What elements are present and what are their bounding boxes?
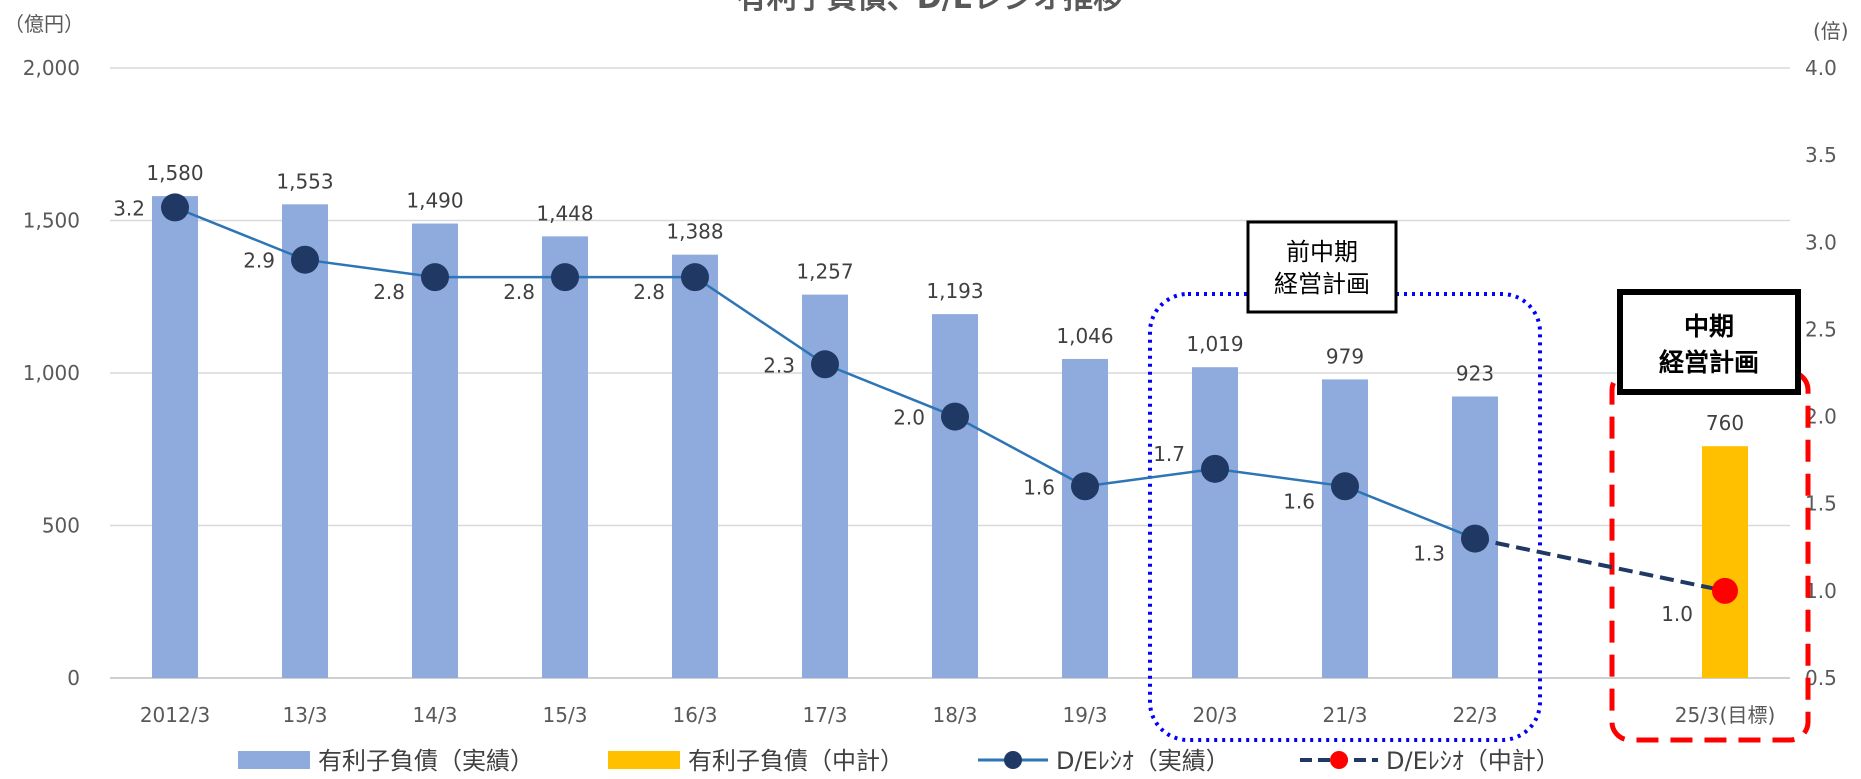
left-tick-label: 1,000 [23, 361, 80, 385]
ratio-value-label: 2.3 [763, 353, 795, 377]
legend-label: 有利子負債（中計） [688, 747, 904, 775]
ratio-value-label: 2.8 [373, 280, 405, 304]
ratio-point-actual [1201, 454, 1229, 483]
ratio-value-label: 1.6 [1283, 489, 1315, 513]
ratio-point-actual [161, 193, 189, 222]
bar [932, 314, 978, 678]
ratio-point-actual [291, 245, 319, 274]
current-plan-label: 中期 [1684, 312, 1734, 341]
legend: 有利子負債（実績） 有利子負債（中計） D/Eﾚｼｵ（実績） D/Eﾚｼｵ（中計） [238, 747, 1560, 775]
left-tick-label: 1,500 [23, 209, 80, 233]
bar-value-label: 1,448 [536, 201, 593, 225]
x-tick-label: 21/3 [1323, 703, 1368, 727]
x-tick-label: 17/3 [803, 703, 848, 727]
ratio-value-label: 1.6 [1023, 475, 1055, 499]
ratio-value-label: 3.2 [113, 196, 145, 220]
bar-value-label: 1,553 [276, 169, 333, 193]
ratio-labels: 3.2 2.9 2.8 2.8 2.8 2.3 2.0 1.6 1.7 1.6 1.3 1.0 [113, 196, 1693, 625]
ratio-value-label: 2.9 [243, 249, 275, 273]
x-tick-label: 25/3(目標) [1675, 703, 1776, 727]
ratio-points [161, 193, 1738, 604]
bar [1062, 358, 1108, 678]
x-tick-label: 16/3 [673, 703, 718, 727]
bar [672, 254, 718, 678]
bar [412, 223, 458, 679]
ratio-point-plan [1712, 577, 1738, 604]
ratio-value-label: 2.8 [503, 280, 535, 304]
ratio-value-label: 1.3 [1413, 542, 1445, 566]
x-tick-label: 20/3 [1193, 703, 1238, 727]
right-tick-label: 2.5 [1805, 317, 1837, 341]
current-plan-label-box [1617, 289, 1801, 395]
ratio-point-actual [681, 263, 709, 292]
right-tick-label: 3.0 [1805, 230, 1837, 254]
ratio-value-label: 1.7 [1153, 442, 1185, 466]
ratio-point-actual [421, 263, 449, 292]
legend-swatch [1330, 751, 1348, 769]
bar-value-label: 979 [1326, 344, 1364, 368]
bar-value-label: 1,193 [926, 279, 983, 303]
bar [1192, 367, 1238, 678]
previous-plan-box [1148, 292, 1542, 742]
chart-title: 有利子負債、D/Eレシオ推移 [737, 0, 1123, 16]
left-axis-unit: （億円） [4, 12, 84, 36]
previous-plan-label-box [1246, 220, 1398, 314]
x-tick-label: 22/3 [1453, 703, 1498, 727]
x-axis-ticks: 2012/3 13/3 14/3 15/3 16/3 17/3 18/3 19/3 20/3 21… [140, 703, 1775, 727]
ratio-point-actual [551, 263, 579, 292]
ratio-value-label: 2.8 [633, 280, 665, 304]
ratio-point-actual [1071, 472, 1099, 501]
bar-value-label: 1,388 [666, 220, 723, 244]
right-axis-unit: (倍) [1813, 19, 1849, 43]
bar-value-label: 1,490 [406, 189, 463, 213]
bar-value-label: 1,019 [1186, 332, 1243, 356]
legend-label: 有利子負債（実績） [318, 747, 534, 775]
bars [152, 196, 1748, 679]
legend-swatch [1004, 751, 1022, 769]
bar-value-label: 760 [1706, 411, 1744, 435]
previous-plan-label: 経営計画 [1274, 270, 1370, 298]
bar-value-label: 1,257 [796, 260, 853, 284]
bar-value-label: 1,046 [1056, 324, 1113, 348]
left-tick-label: 0 [67, 666, 80, 690]
bar [542, 236, 588, 679]
x-tick-label: 14/3 [413, 703, 458, 727]
bar [152, 196, 198, 678]
left-tick-label: 2,000 [23, 56, 80, 80]
bar-value-label: 1,580 [146, 161, 203, 185]
previous-plan-label: 前中期 [1286, 238, 1358, 266]
x-tick-label: 18/3 [933, 703, 978, 727]
legend-label: D/Eﾚｼｵ（中計） [1386, 747, 1560, 775]
current-plan-label: 経営計画 [1659, 348, 1759, 377]
legend-swatch [608, 751, 680, 769]
legend-swatch [238, 751, 310, 769]
bar [1702, 446, 1748, 678]
ratio-point-actual [1331, 472, 1359, 501]
ratio-value-label: 1.0 [1661, 602, 1693, 626]
x-tick-label: 2012/3 [140, 703, 210, 727]
x-tick-label: 19/3 [1063, 703, 1108, 727]
x-tick-label: 13/3 [283, 703, 328, 727]
bar-value-label: 923 [1456, 361, 1494, 385]
ratio-point-actual [941, 402, 969, 431]
legend-label: D/Eﾚｼｵ（実績） [1056, 747, 1230, 775]
bar [282, 204, 328, 678]
left-axis-ticks: 0 500 1,000 1,500 2,000 [23, 56, 80, 690]
bar-labels: 1,580 1,553 1,490 1,448 1,388 1,257 1,193 1,046… [146, 161, 1744, 435]
right-tick-label: 3.5 [1805, 143, 1837, 167]
bar [1322, 379, 1368, 678]
right-tick-label: 4.0 [1805, 56, 1837, 80]
left-tick-label: 500 [42, 514, 80, 538]
ratio-point-actual [811, 350, 839, 379]
x-tick-label: 15/3 [543, 703, 588, 727]
ratio-value-label: 2.0 [893, 406, 925, 430]
ratio-line-plan [1474, 536, 1726, 593]
ratio-point-actual [1461, 524, 1489, 553]
